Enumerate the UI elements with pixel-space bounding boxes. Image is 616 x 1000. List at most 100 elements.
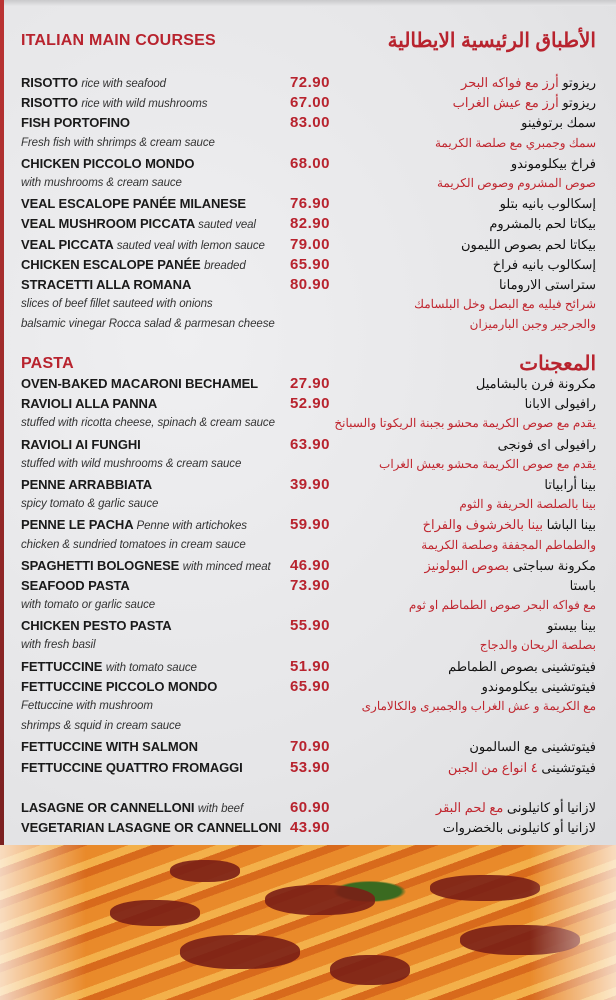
item-price: 63.90: [289, 435, 330, 453]
name-ar-text: والطماطم المجففة وصلصة الكريمة: [421, 537, 596, 552]
item-name-en: with tomato or garlic sauce: [21, 599, 155, 611]
name-ar-text: فيتوتشينى مع السالمون: [469, 739, 596, 755]
menu-item: OVEN-BAKED MACARONI BECHAMEL 27.90 مكرونة …: [0, 374, 616, 394]
name-text: with tomato or garlic sauce: [21, 599, 156, 612]
item-desc-ar: بصوص البولونيز: [424, 557, 509, 573]
name-ar-text: بينا أرابياتا: [544, 476, 596, 492]
name-text: STRACETTI ALLA ROMANA: [21, 276, 192, 292]
item-name-en: Fresh fish with shrimps & cream sauce: [21, 137, 215, 149]
menu-item-description: balsamic vinegar Rocca salad & parmesan …: [0, 315, 616, 335]
item-price: 80.90: [289, 275, 330, 293]
menu-item-description: Fettuccine with mushroom مع الكريمة و عش …: [0, 697, 616, 717]
name-text: PENNE LE PACHA: [21, 517, 134, 533]
item-name-en: OVEN-BAKED MACARONI BECHAMEL: [21, 376, 258, 391]
name-ar-text: بينا بيستو: [547, 618, 596, 634]
name-ar-text: سمك برتوفينو: [521, 115, 596, 131]
item-name-ar: والطماطم المجففة وصلصة الكريمة: [421, 538, 596, 552]
item-name-ar: بينا أرابياتا: [544, 477, 596, 493]
item-name-en: balsamic vinegar Rocca salad & parmesan …: [21, 318, 275, 330]
item-name-en: FETTUCCINE with tomato sauce: [21, 659, 197, 674]
item-name-ar: مع فواكه البحر صوص الطماطم او ثوم: [409, 598, 596, 612]
item-price: 59.90: [289, 516, 330, 534]
item-name-ar: ريزوتو أرز مع عيش الغراب: [453, 95, 596, 111]
name-ar-text: يقدم مع صوص الكريمة محشو بجبنة الريكوتا …: [334, 416, 596, 431]
item-name-ar: فيتوتشينى ٤ انواع من الجبن: [448, 760, 596, 776]
item-name-en: FETTUCCINE QUATTRO FROMAGGI: [21, 760, 243, 775]
item-name-en: Fettuccine with mushroom: [21, 700, 153, 712]
name-text: stuffed with wild mushrooms & cream sauc…: [21, 457, 242, 470]
name-text: PENNE ARRABBIATA: [21, 476, 153, 492]
item-name-en: stuffed with wild mushrooms & cream sauc…: [21, 458, 241, 470]
item-name-en: CHICKEN PICCOLO MONDO: [21, 155, 195, 171]
menu-background: [0, 0, 616, 845]
menu-item: FETTUCCINE WITH SALMON 70.90 فيتوتشينى مع …: [0, 737, 616, 757]
name-ar-text: بيكاتا لحم بصوص الليمون: [460, 236, 596, 252]
menu-item: VEAL MUSHROOM PICCATA sauted veal 82.90 بي…: [0, 214, 616, 234]
item-name-en: slices of beef fillet sauteed with onion…: [21, 298, 213, 310]
name-ar-text: بصلصة الريحان والدجاج: [479, 638, 596, 653]
item-name-ar: سمك وجمبري مع صلصة الكريمة: [435, 136, 596, 150]
main-courses-title: ITALIAN MAIN COURSES: [21, 32, 216, 49]
menu-item-description: stuffed with ricotta cheese, spinach & c…: [0, 414, 616, 434]
name-text: CHICKEN ESCALOPE PANÉE: [21, 256, 201, 272]
name-ar-text: يقدم مع صوص الكريمة محشو بعيش الغراب: [379, 456, 596, 471]
item-price: 70.90: [289, 738, 330, 756]
item-price: 55.90: [289, 617, 330, 635]
name-text: FISH PORTOFINO: [21, 115, 130, 131]
pasta-title: PASTA: [21, 355, 74, 372]
item-name-en: with mushrooms & cream sauce: [21, 177, 182, 189]
name-ar-text: إسكالوب بانيه بتلو: [499, 196, 596, 212]
item-name-en: RAVIOLI ALLA PANNA: [21, 396, 157, 411]
menu-item-description: with mushrooms & cream sauce صوص المشروم …: [0, 174, 616, 194]
name-text: VEAL PICCATA: [21, 236, 114, 252]
item-name-en: PENNE ARRABBIATA: [21, 477, 152, 492]
name-text: spicy tomato & garlic sauce: [21, 498, 159, 511]
item-name-en: chicken & sundried tomatoes in cream sau…: [21, 539, 246, 551]
item-desc-en: breaded: [204, 259, 246, 272]
item-desc-en: rice with wild mushrooms: [81, 98, 208, 111]
item-name-ar: بصلصة الريحان والدجاج: [480, 638, 596, 652]
name-ar-text: مع فواكه البحر صوص الطماطم او ثوم: [408, 598, 596, 613]
name-text: Fresh fish with shrimps & cream sauce: [21, 136, 215, 149]
name-text: balsamic vinegar Rocca salad & parmesan …: [21, 318, 275, 331]
item-price: 65.90: [289, 255, 330, 273]
name-text: VEAL ESCALOPE PANÉE MILANESE: [21, 196, 246, 212]
item-name-en: with fresh basil: [21, 639, 96, 651]
name-text: RISOTTO: [21, 75, 78, 90]
item-price: 72.90: [289, 74, 330, 91]
left-strip: [0, 0, 4, 845]
menu-item-description: shrimps & squid in cream sauce: [0, 717, 616, 737]
name-ar-text: فيتوتشينى: [541, 759, 596, 775]
item-name-ar: رافيولى الابانا: [525, 396, 596, 412]
item-name-en: FISH PORTOFINO: [21, 115, 130, 130]
menu-item-description: Fresh fish with shrimps & cream sauce سمك…: [0, 134, 616, 154]
menu-item: SEAFOOD PASTA 73.90 باستا: [0, 576, 616, 596]
item-name-ar: إسكالوب بانيه بتلو: [500, 196, 596, 212]
item-desc-ar: بينا بالخرشوف والفراخ: [422, 517, 544, 533]
item-name-en: RAVIOLI AI FUNGHI: [21, 437, 141, 452]
pasta-photo: [0, 845, 616, 1000]
name-text: FETTUCCINE WITH SALMON: [21, 739, 198, 755]
item-name-ar: والجرجير وجبن البارميزان: [470, 317, 596, 331]
item-name-ar: يقدم مع صوص الكريمة محشو بعيش الغراب: [379, 457, 596, 471]
name-text: RAVIOLI ALLA PANNA: [21, 396, 158, 412]
item-price: 76.90: [289, 195, 330, 213]
item-name-ar: شرائح فيليه مع البصل وخل البلسامك: [414, 297, 596, 311]
name-text: RAVIOLI AI FUNGHI: [21, 436, 141, 452]
item-name-en: FETTUCCINE PICCOLO MONDO: [21, 679, 217, 694]
item-name-ar: يقدم مع صوص الكريمة محشو بجبنة الريكوتا …: [334, 416, 596, 430]
name-text: CHICKEN PICCOLO MONDO: [21, 155, 195, 171]
menu-item-description: chicken & sundried tomatoes in cream sau…: [0, 536, 616, 556]
name-text: VEGETARIAN LASAGNE OR CANNELLONI: [21, 820, 282, 836]
item-name-en: VEAL PICCATA sauted veal with lemon sauc…: [21, 237, 265, 252]
item-price: 39.90: [289, 475, 330, 493]
item-name-ar: إسكالوب بانيه فراخ: [493, 257, 596, 273]
name-ar-text: ستراستى الارومانا: [499, 276, 596, 292]
menu-item: FETTUCCINE QUATTRO FROMAGGI 53.90 فيتوتشين…: [0, 758, 616, 778]
name-ar-text: لازانيا أو كانيلونى: [506, 799, 596, 815]
item-name-en: shrimps & squid in cream sauce: [21, 720, 181, 732]
name-ar-text: فيتوتشينى بصوص الطماطم: [448, 658, 596, 674]
name-ar-text: ريزوتو: [562, 95, 596, 111]
menu-item: CHICKEN PESTO PASTA 55.90 بينا بيستو: [0, 616, 616, 636]
item-price: 60.90: [289, 798, 330, 816]
